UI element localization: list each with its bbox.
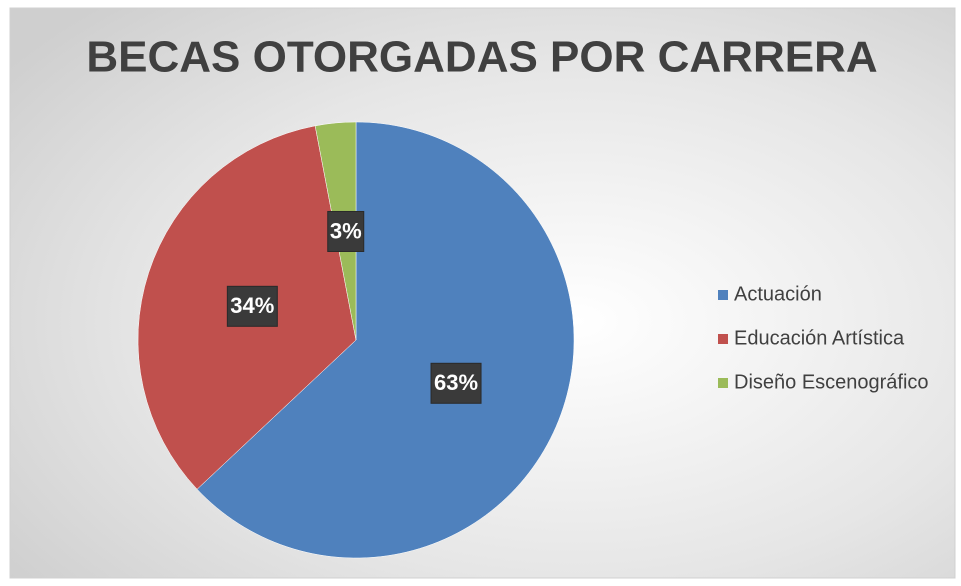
data-label: 3% [330, 218, 362, 243]
data-label-box [430, 362, 482, 404]
legend-swatch [718, 290, 728, 300]
legend-label: Educación Artística [734, 327, 905, 349]
legend-swatch [718, 378, 728, 388]
legend-swatch [718, 334, 728, 344]
data-label: 63% [434, 370, 478, 395]
chart-title: BECAS OTORGADAS POR CARRERA [86, 33, 877, 82]
legend-label: Actuación [734, 283, 822, 305]
data-label-box [226, 285, 278, 327]
data-label-box [327, 210, 365, 252]
data-label: 34% [230, 293, 274, 318]
pie-slice [196, 121, 575, 559]
legend-label: Diseño Escenográfico [734, 371, 929, 393]
